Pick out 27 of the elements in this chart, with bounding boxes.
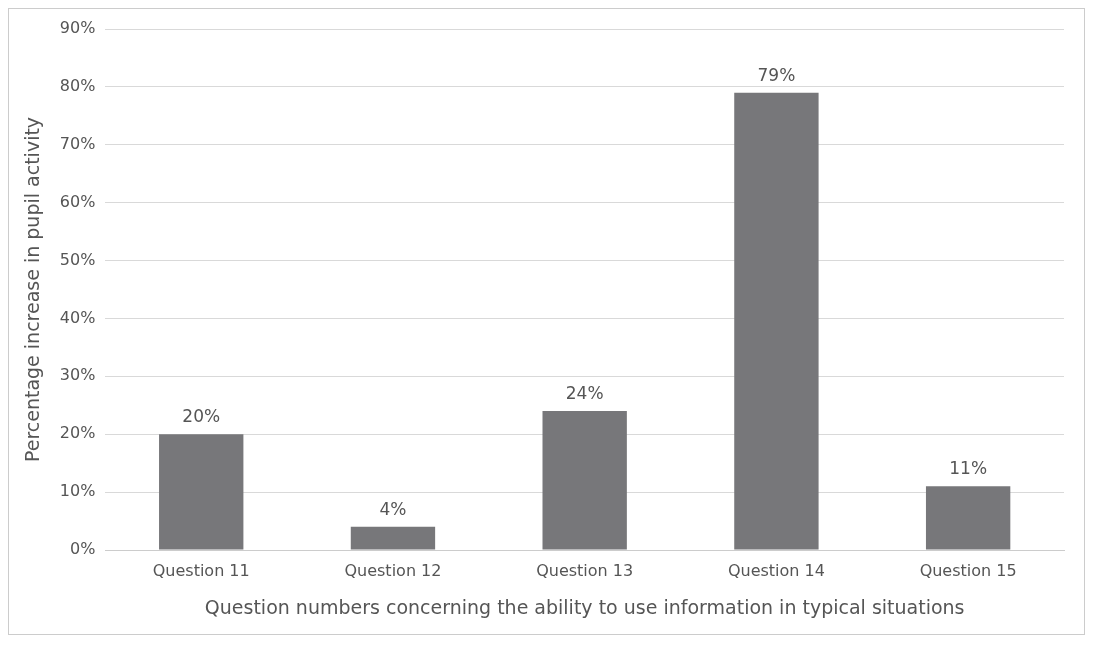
data-label: 24% [565,382,604,403]
data-label: 4% [379,498,407,519]
y-tick-label: 70% [59,133,96,153]
y-tick-label: 50% [59,249,96,269]
y-tick-label: 30% [59,365,96,385]
y-tick-label: 20% [59,423,96,443]
x-tick-label: Question 14 [727,560,825,580]
y-tick-label: 90% [59,18,96,38]
data-label: 11% [949,458,988,479]
data-label: 20% [182,406,221,427]
x-axis-title: Question numbers concerning the ability to use information in typical situations [204,595,965,618]
x-tick-label: Question 15 [919,560,1017,580]
data-label: 79% [757,64,796,85]
x-tick-label: Question 11 [152,560,250,580]
bar [159,434,244,550]
y-tick-label: 60% [59,191,96,211]
x-tick-label: Question 13 [536,560,634,580]
bar [350,526,436,550]
y-tick-label: 0% [69,539,96,559]
y-axis-title: Percentage increase in pupil activity [21,116,44,463]
y-tick-label: 40% [59,307,96,327]
bar [734,92,819,550]
bar [925,486,1011,550]
x-tick-label: Question 12 [344,560,442,580]
bar [542,411,627,550]
y-tick-label: 80% [59,76,96,96]
y-tick-label: 10% [59,481,96,501]
